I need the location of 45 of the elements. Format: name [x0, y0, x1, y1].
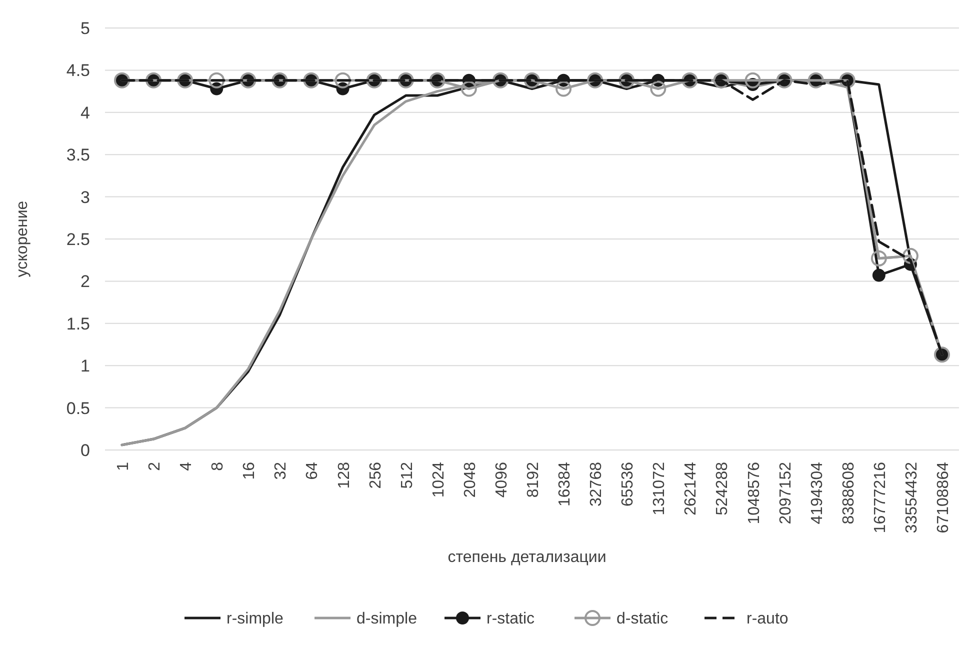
x-tick-label: 2: [146, 462, 164, 471]
y-tick-label: 4: [80, 103, 90, 122]
x-tick-label: 4: [178, 462, 196, 471]
legend-label: r-static: [486, 610, 534, 628]
y-tick-label: 0.5: [66, 398, 90, 418]
x-tick-label: 262144: [682, 462, 700, 516]
x-tick-label: 8: [210, 462, 227, 471]
x-tick-label: 8192: [525, 462, 542, 498]
x-tick-label: 32: [272, 462, 290, 480]
x-tick-label: 65536: [620, 462, 637, 506]
y-tick-label: 3: [80, 188, 90, 207]
y-tick-label: 3.5: [66, 146, 90, 165]
y-tick-label: 4.5: [66, 61, 90, 80]
x-tick-label: 67108864: [935, 462, 952, 534]
y-axis-title: ускорение: [14, 200, 31, 278]
legend-label: r-auto: [746, 610, 788, 628]
x-tick-label: 16384: [556, 462, 574, 506]
x-tick-label: 524288: [714, 462, 732, 516]
y-tick-label: 0: [80, 440, 90, 460]
x-tick-label: 32768: [588, 462, 606, 506]
x-tick-label: 4096: [493, 462, 510, 498]
x-tick-label: 16: [241, 462, 258, 480]
x-tick-label: 1048576: [746, 462, 763, 524]
legend-label: d-static: [616, 610, 668, 628]
x-tick-label: 4194304: [808, 462, 826, 524]
y-tick-label: 2.5: [66, 230, 90, 249]
x-tick-label: 16777216: [872, 462, 889, 534]
y-tick-label: 2: [80, 272, 90, 292]
y-tick-label: 5: [80, 18, 90, 38]
legend-label: r-simple: [226, 610, 284, 628]
x-tick-label: 512: [398, 462, 416, 489]
x-tick-label: 1024: [430, 462, 448, 498]
x-tick-label: 128: [336, 462, 353, 489]
x-tick-label: 131072: [651, 462, 668, 516]
x-tick-label: 1: [115, 462, 132, 471]
y-tick-label: 1: [80, 356, 90, 376]
x-tick-label: 64: [304, 462, 322, 480]
x-tick-label: 2048: [462, 462, 479, 498]
x-tick-label: 33554432: [903, 462, 920, 534]
x-tick-label: 8388608: [840, 462, 858, 524]
y-tick-label: 1.5: [66, 314, 90, 334]
x-axis-title: степень детализации: [448, 549, 606, 566]
x-tick-label: 2097152: [777, 462, 794, 524]
x-tick-label: 256: [367, 462, 384, 489]
legend-label: d-simple: [356, 610, 418, 628]
